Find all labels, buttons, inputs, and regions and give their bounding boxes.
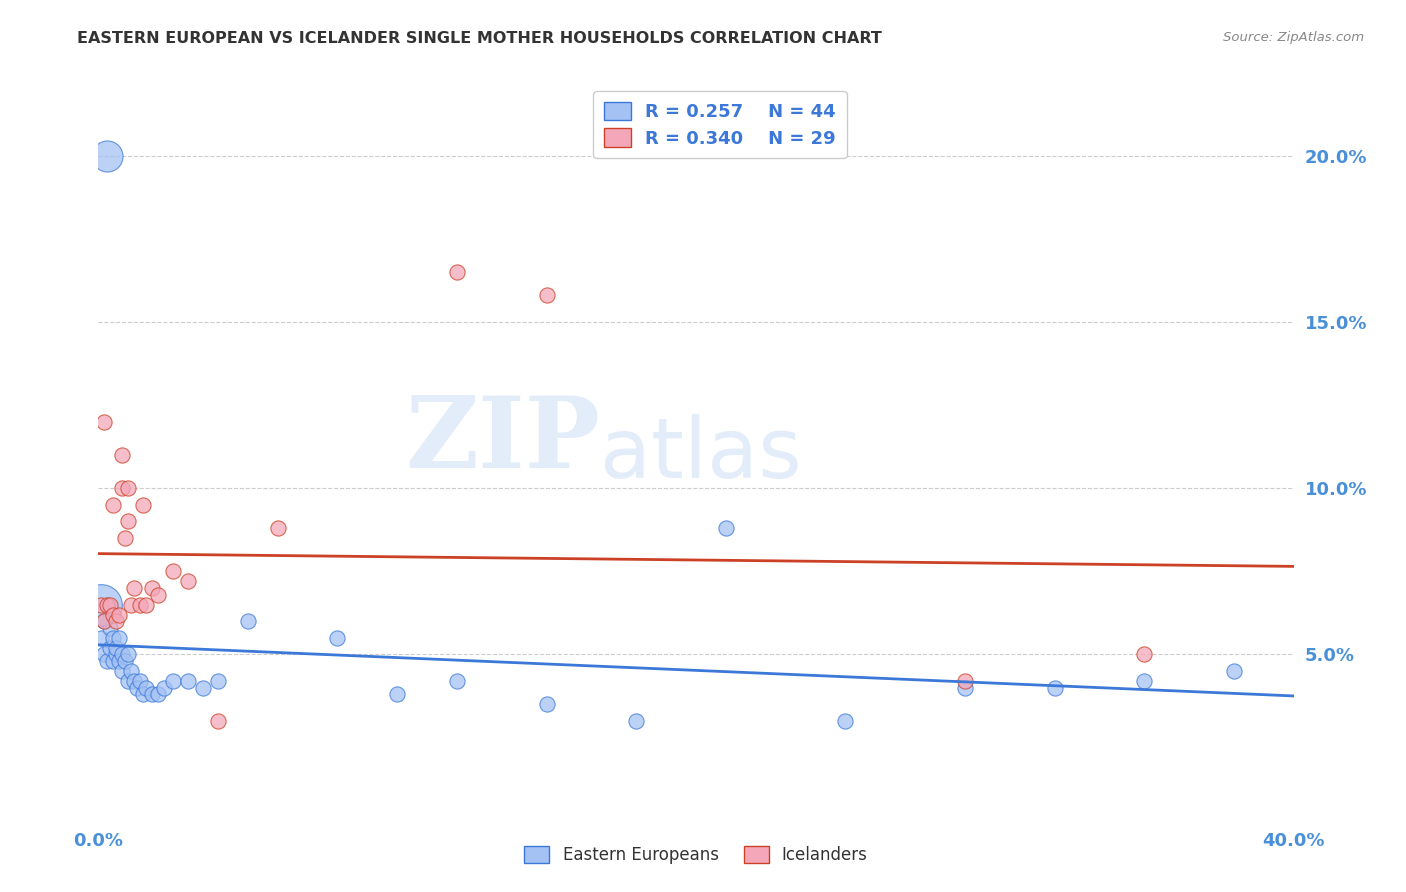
- Point: [120, 598, 142, 612]
- Point: [117, 648, 139, 662]
- Point: [153, 681, 176, 695]
- Point: [714, 521, 737, 535]
- Point: [90, 598, 112, 612]
- Text: EASTERN EUROPEAN VS ICELANDER SINGLE MOTHER HOUSEHOLDS CORRELATION CHART: EASTERN EUROPEAN VS ICELANDER SINGLE MOT…: [77, 31, 882, 46]
- Point: [105, 640, 128, 655]
- Point: [132, 498, 155, 512]
- Point: [626, 714, 648, 728]
- Point: [162, 564, 184, 578]
- Point: [103, 498, 125, 512]
- Point: [162, 673, 184, 688]
- Point: [93, 415, 115, 429]
- Point: [98, 621, 122, 635]
- Point: [98, 640, 122, 655]
- Point: [108, 607, 131, 622]
- Point: [111, 481, 134, 495]
- Point: [96, 149, 118, 163]
- Point: [135, 681, 157, 695]
- Point: [96, 654, 118, 668]
- Point: [105, 614, 128, 628]
- Point: [1223, 664, 1246, 678]
- Point: [953, 673, 976, 688]
- Point: [124, 581, 146, 595]
- Point: [93, 648, 115, 662]
- Point: [385, 687, 409, 701]
- Point: [135, 598, 157, 612]
- Point: [103, 654, 125, 668]
- Point: [93, 614, 115, 628]
- Point: [111, 448, 134, 462]
- Point: [236, 614, 259, 628]
- Point: [177, 673, 200, 688]
- Point: [127, 681, 149, 695]
- Point: [536, 288, 558, 302]
- Point: [108, 631, 131, 645]
- Point: [536, 698, 558, 712]
- Point: [108, 654, 131, 668]
- Point: [1133, 673, 1156, 688]
- Point: [96, 598, 118, 612]
- Point: [1043, 681, 1066, 695]
- Text: Source: ZipAtlas.com: Source: ZipAtlas.com: [1223, 31, 1364, 45]
- Point: [132, 687, 155, 701]
- Point: [124, 673, 146, 688]
- Point: [105, 648, 128, 662]
- Point: [148, 588, 170, 602]
- Point: [120, 664, 142, 678]
- Point: [114, 531, 136, 545]
- Point: [129, 598, 152, 612]
- Point: [103, 607, 125, 622]
- Point: [207, 673, 229, 688]
- Text: ZIP: ZIP: [405, 392, 600, 489]
- Point: [98, 598, 122, 612]
- Point: [191, 681, 214, 695]
- Point: [446, 673, 468, 688]
- Legend: Eastern Europeans, Icelanders: Eastern Europeans, Icelanders: [517, 839, 875, 871]
- Point: [177, 574, 200, 589]
- Point: [141, 687, 163, 701]
- Point: [117, 673, 139, 688]
- Point: [1133, 648, 1156, 662]
- Point: [326, 631, 349, 645]
- Point: [141, 581, 163, 595]
- Point: [117, 515, 139, 529]
- Point: [93, 614, 115, 628]
- Point: [90, 598, 112, 612]
- Point: [114, 654, 136, 668]
- Point: [96, 598, 118, 612]
- Text: atlas: atlas: [600, 415, 801, 495]
- Point: [117, 481, 139, 495]
- Point: [111, 648, 134, 662]
- Point: [267, 521, 290, 535]
- Point: [103, 631, 125, 645]
- Point: [953, 681, 976, 695]
- Point: [111, 664, 134, 678]
- Point: [207, 714, 229, 728]
- Point: [834, 714, 856, 728]
- Point: [446, 265, 468, 279]
- Point: [90, 631, 112, 645]
- Point: [129, 673, 152, 688]
- Point: [148, 687, 170, 701]
